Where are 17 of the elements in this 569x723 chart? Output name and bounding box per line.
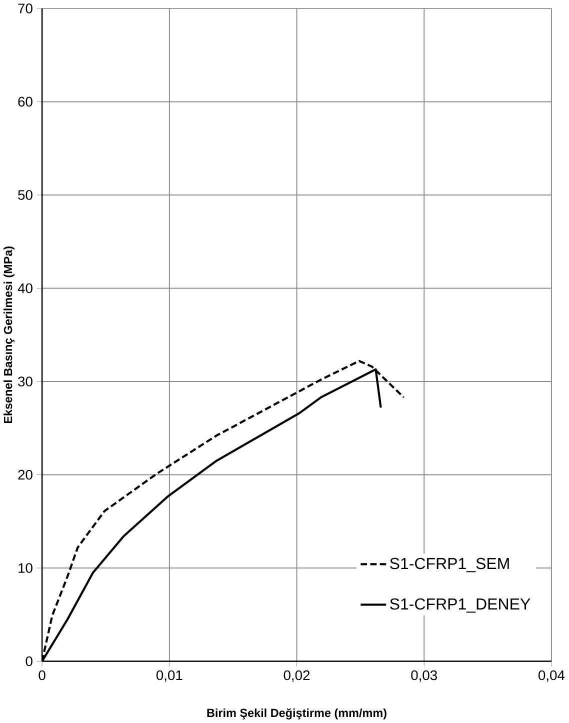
y-tick-label: 40	[18, 283, 33, 294]
legend-label: S1-CFRP1_SEM	[390, 558, 510, 572]
y-tick-label: 0	[26, 656, 33, 666]
y-tick-label: 20	[18, 470, 33, 480]
y-tick-label: 30	[18, 376, 33, 386]
x-axis-title: Birim Şekil Değiştirme (mm/mm)	[208, 708, 387, 720]
y-axis-title: Eksenel Basınç Gerilmesi (MPa)	[4, 246, 15, 424]
y-tick-label: 70	[18, 4, 33, 14]
y-tick-label: 50	[18, 190, 33, 200]
x-tick-label: 0,04	[538, 670, 565, 682]
y-tick-label: 10	[18, 563, 33, 573]
x-tick-label: 0,01	[156, 670, 182, 682]
y-tick-label: 60	[18, 96, 33, 107]
x-tick-label: 0	[38, 670, 46, 680]
legend-label: S1-CFRP1_DENEY	[390, 598, 531, 613]
x-tick-label: 0,02	[284, 670, 310, 682]
x-tick-label: 0,03	[411, 670, 438, 682]
